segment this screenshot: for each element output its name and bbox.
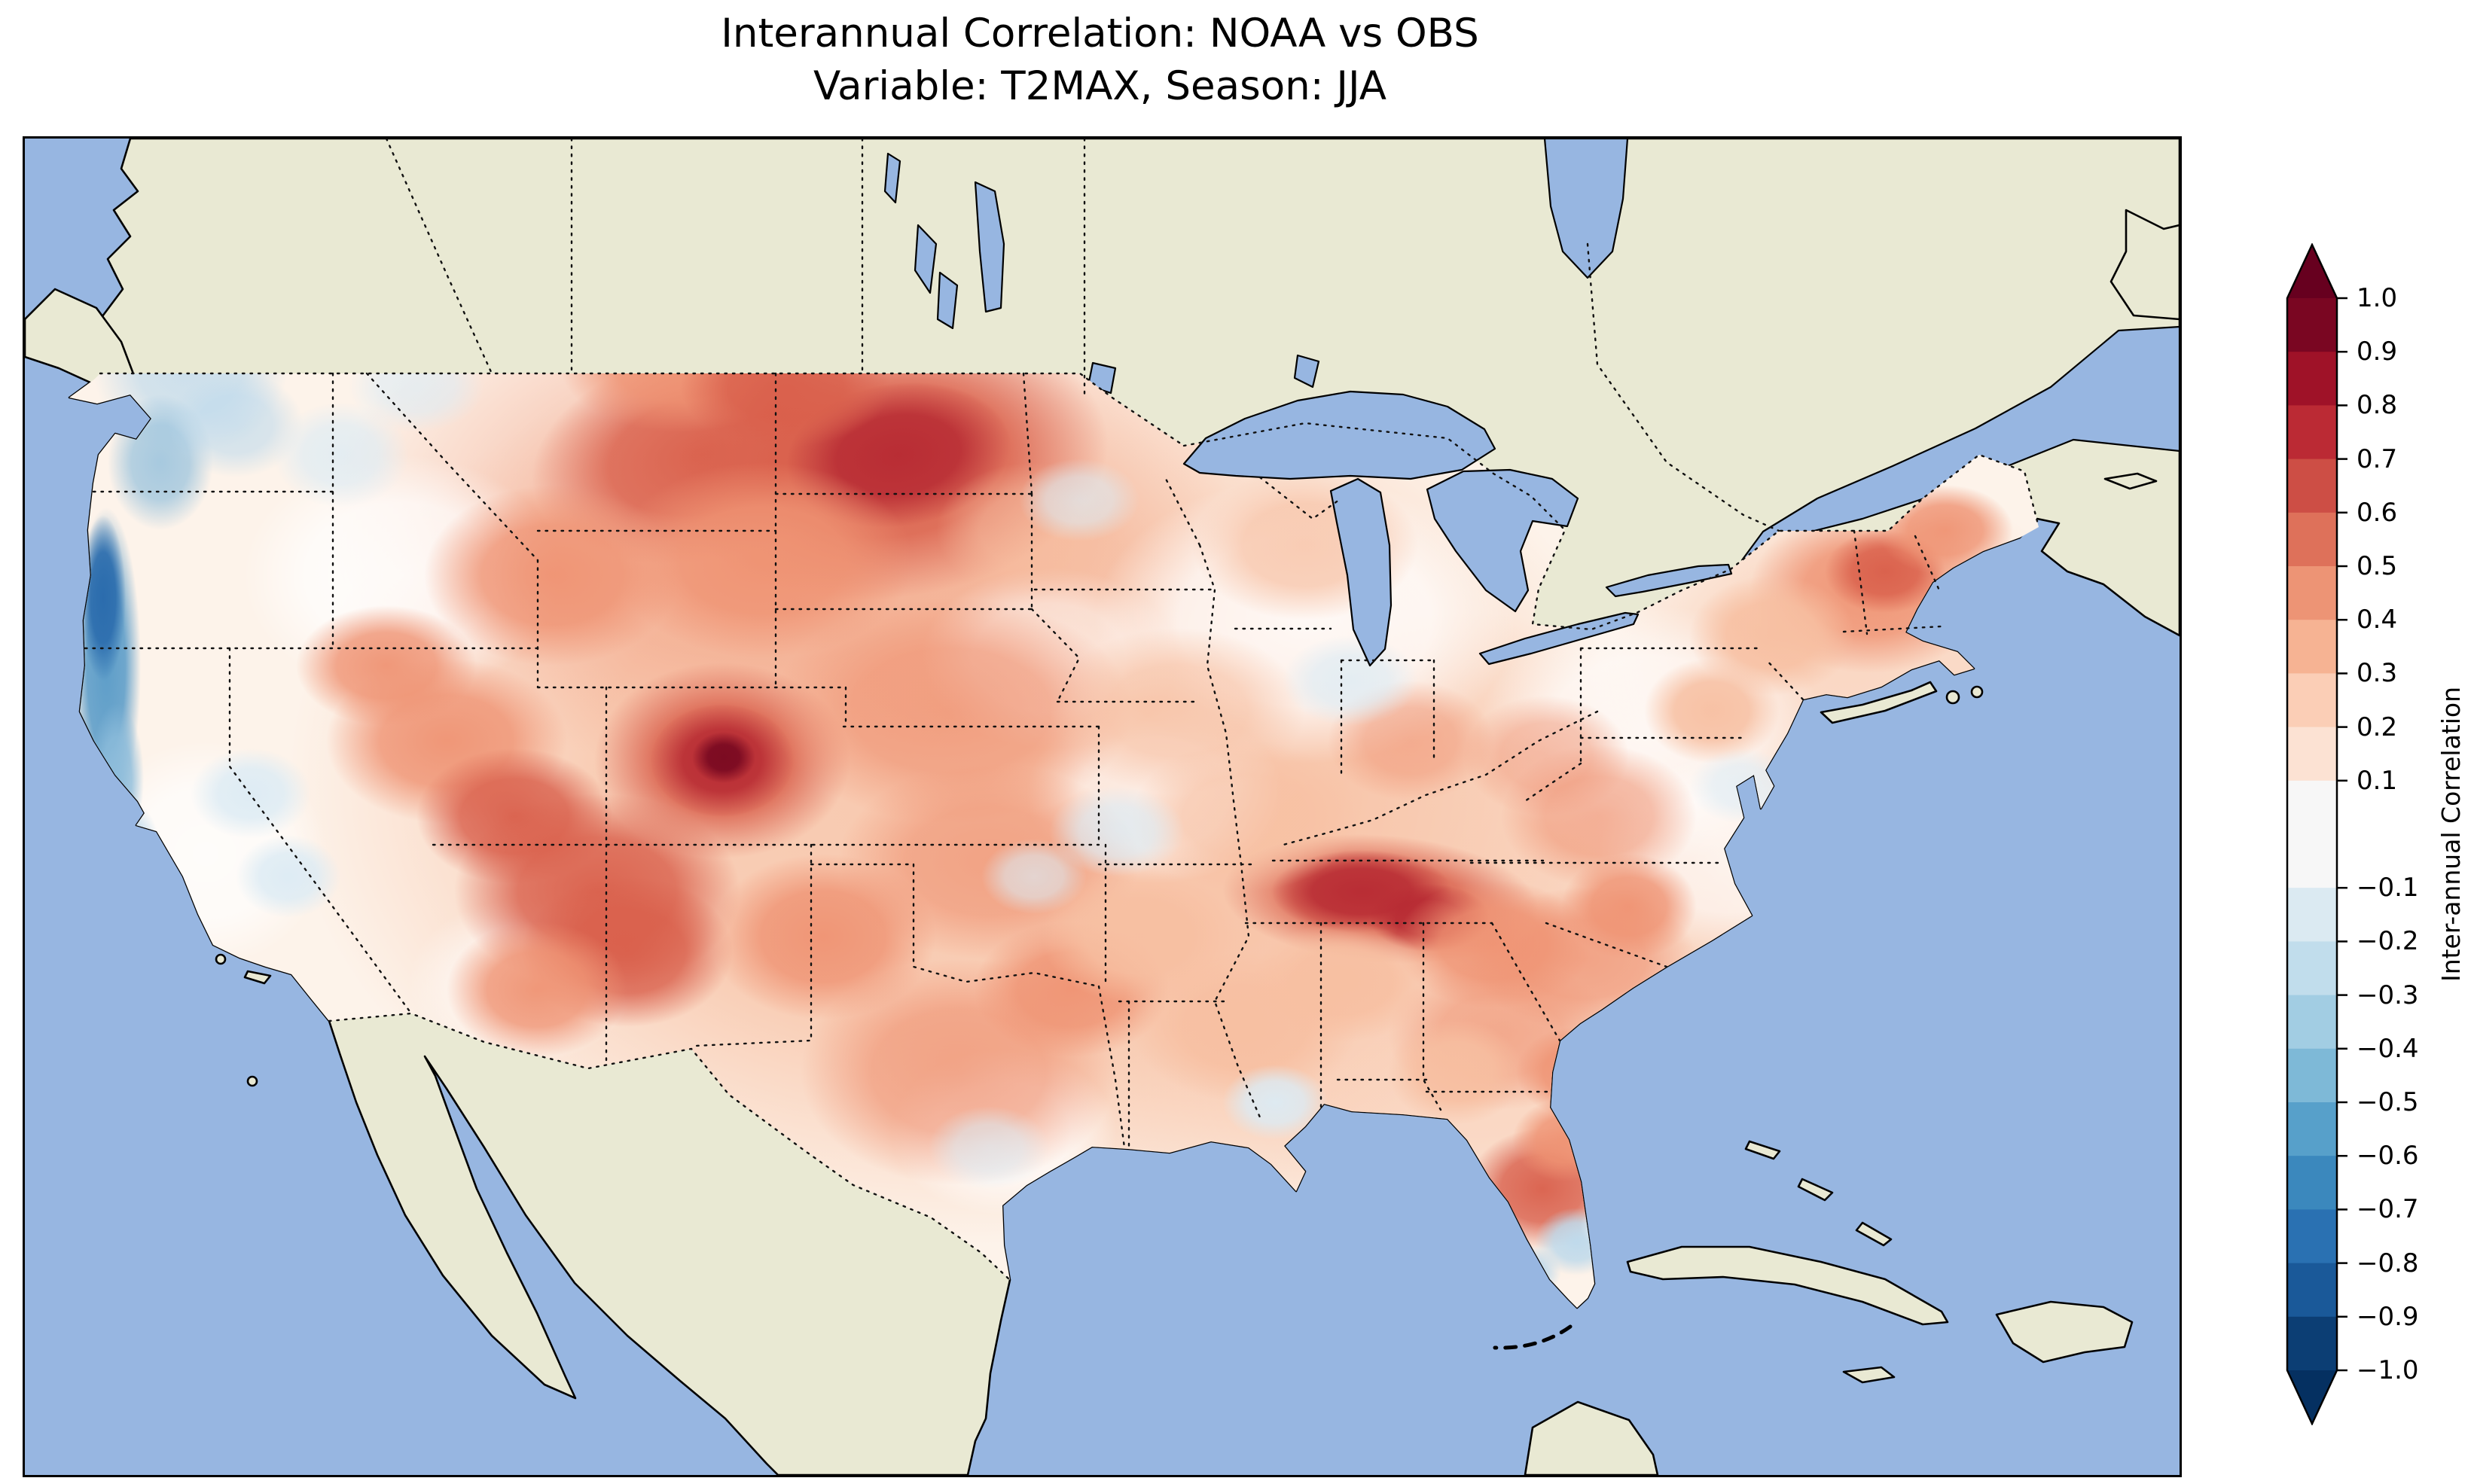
map-frame bbox=[23, 136, 2182, 1477]
north-water-features bbox=[883, 139, 2180, 562]
colorbar-tick-label: −0.3 bbox=[2357, 980, 2419, 1010]
lake-superior bbox=[1182, 390, 1496, 480]
colorbar-tick-label: 0.2 bbox=[2357, 712, 2398, 742]
colorbar-tick-label: −0.9 bbox=[2357, 1301, 2419, 1332]
colorbar-tick-label: 0.7 bbox=[2357, 443, 2398, 474]
colorbar-bands bbox=[2287, 298, 2337, 1371]
title-line-1: Interannual Correlation: NOAA vs OBS bbox=[721, 11, 1479, 56]
colorbar-tick-label: 0.8 bbox=[2357, 390, 2398, 421]
colorbar-tick-label: 0.6 bbox=[2357, 497, 2398, 528]
florida-keys bbox=[1493, 1324, 1573, 1350]
colorbar-extend-under bbox=[2287, 1370, 2337, 1424]
colorbar-tick-label: −1.0 bbox=[2357, 1355, 2419, 1385]
gulf-of-st-lawrence bbox=[1740, 325, 2180, 562]
colorbar-tick-labels: 1.0 0.9 0.8 0.7 0.6 0.5 0.4 0.3 0.2 0.1 −0.1 −0.2 −0… bbox=[2357, 243, 2454, 1425]
title-line-2: Variable: T2MAX, Season: JJA bbox=[813, 62, 1387, 109]
state-borders bbox=[84, 372, 1943, 1149]
colorbar-tick-label: 0.3 bbox=[2357, 658, 2398, 689]
lake-ontario bbox=[1605, 563, 1733, 598]
conus-correlation-map bbox=[25, 139, 2180, 1475]
colorbar-tick-label: 0.5 bbox=[2357, 551, 2398, 581]
colorbar-tick-label: −0.4 bbox=[2357, 1033, 2419, 1064]
colorbar-tick-label: −0.5 bbox=[2357, 1087, 2419, 1117]
lake-erie bbox=[1478, 611, 1640, 666]
colorbar-tick-label: 1.0 bbox=[2357, 283, 2398, 313]
colorbar-tick-label: −0.8 bbox=[2357, 1248, 2419, 1278]
colorbar-tick-label: −0.1 bbox=[2357, 873, 2419, 904]
lake-winnipeg bbox=[974, 181, 1005, 313]
colorbar-tick-label: −0.7 bbox=[2357, 1194, 2419, 1225]
colorbar-tick-label: 0.9 bbox=[2357, 337, 2398, 367]
colorbar-tick-label: 0.4 bbox=[2357, 605, 2398, 635]
colorbar-tick-marks bbox=[2337, 297, 2347, 1372]
colorbar-svg bbox=[2286, 243, 2347, 1425]
james-bay bbox=[1543, 139, 1629, 279]
lake-michigan bbox=[1329, 477, 1393, 667]
colorbar-tick-label: 0.1 bbox=[2357, 765, 2398, 796]
colorbar-axis-label: Inter-annual Correlation bbox=[2436, 686, 2466, 983]
colorbar: 1.0 0.9 0.8 0.7 0.6 0.5 0.4 0.3 0.2 0.1 −0.1 −0.2 −0… bbox=[2286, 243, 2474, 1425]
colorbar-extend-over bbox=[2287, 245, 2337, 298]
colorbar-tick-label: −0.2 bbox=[2357, 926, 2419, 957]
colorbar-tick-label: −0.6 bbox=[2357, 1141, 2419, 1172]
national-borders bbox=[99, 372, 2040, 1281]
figure-title: Interannual Correlation: NOAA vs OBS Var… bbox=[23, 8, 2177, 113]
